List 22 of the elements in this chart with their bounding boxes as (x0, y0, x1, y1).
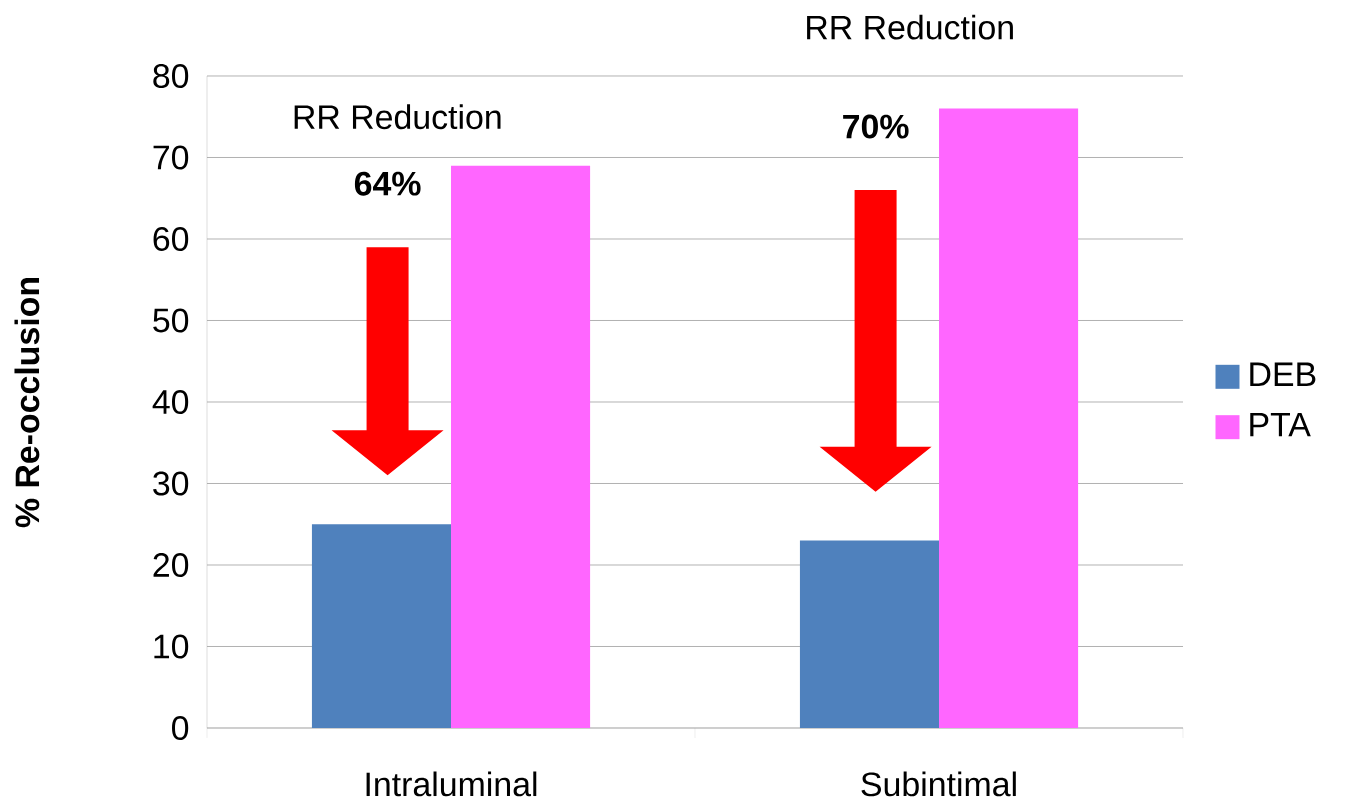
bar (311, 524, 452, 728)
legend-label: PTA (1250, 412, 1311, 437)
y-tick-label: 70 (153, 145, 189, 170)
y-tick-label: 20 (153, 553, 189, 577)
y-tick-label: 30 (153, 471, 189, 496)
x-tick-label: Intraluminal (366, 771, 537, 797)
y-tick-label: 80 (153, 63, 189, 88)
annotation: RR Reduction (294, 104, 501, 130)
y-tick-label: 60 (153, 226, 189, 251)
y-axis-title: % Re-occlusion (14, 278, 40, 528)
bar (799, 540, 940, 728)
y-tick-label: 10 (154, 634, 189, 659)
y-tick-label: 50 (153, 308, 189, 333)
annotation: 64% (354, 171, 421, 196)
text: RR Reduction (807, 14, 1013, 40)
y-tick-label: 40 (152, 389, 189, 414)
x-tick-label: Subintimal (861, 771, 1016, 797)
bar (451, 165, 591, 728)
annotation: 70% (843, 114, 909, 139)
y-tick-label: 0 (172, 716, 189, 740)
legend-label: DEB (1250, 362, 1316, 386)
bar (939, 108, 1079, 728)
